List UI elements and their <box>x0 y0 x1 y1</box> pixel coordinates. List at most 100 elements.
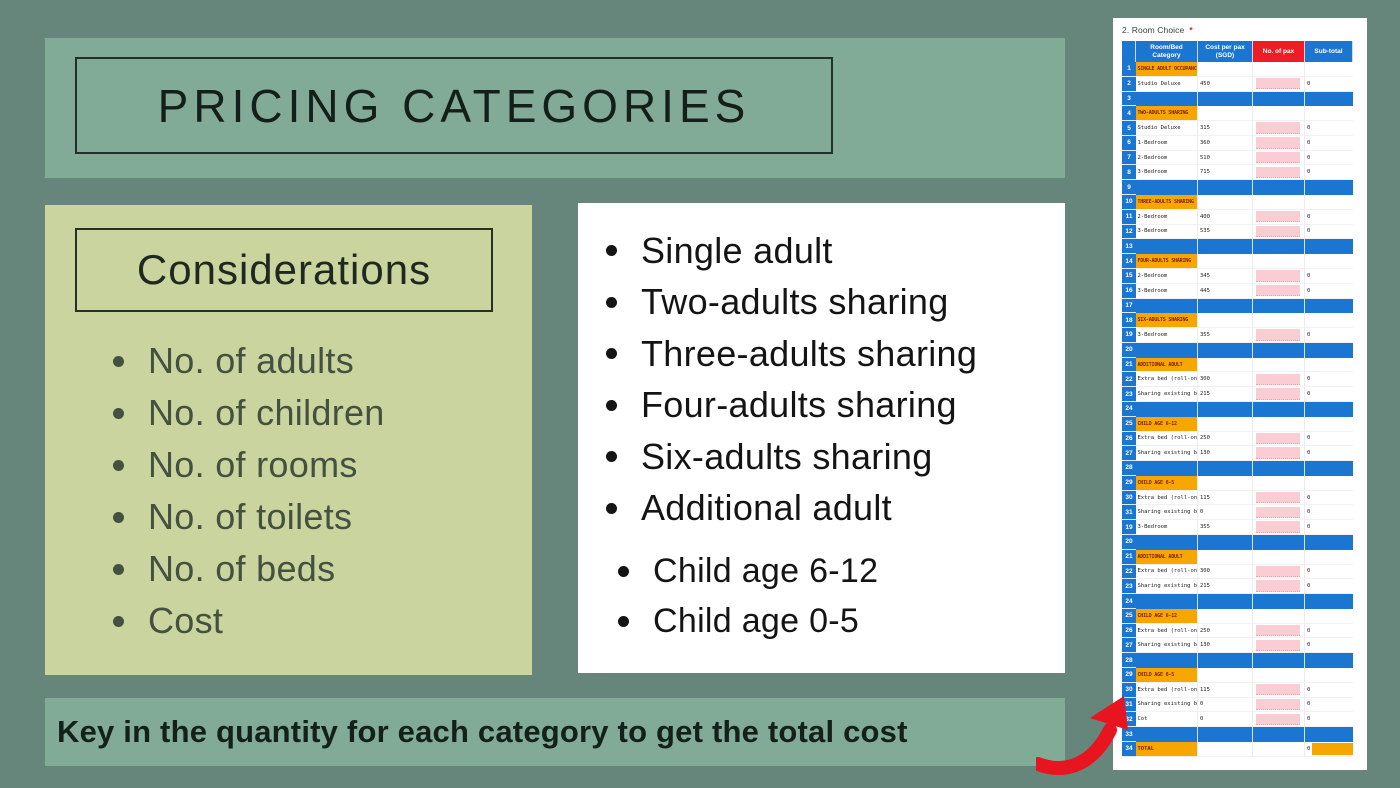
pax-quantity-input[interactable] <box>1256 137 1300 149</box>
section-header-cell: SIX-ADULTS SHARING <box>1136 313 1198 329</box>
pax-quantity-input[interactable] <box>1256 565 1300 578</box>
pax-quantity-input[interactable] <box>1256 77 1300 90</box>
footer-bar: Key in the quantity for each category to… <box>45 698 1065 766</box>
separator-cell <box>1136 180 1198 196</box>
separator-cell <box>1198 342 1253 358</box>
considerations-heading-box: Considerations <box>75 228 493 312</box>
row-number: 23 <box>1122 387 1136 402</box>
pax-quantity-input[interactable] <box>1256 624 1300 637</box>
section-header-cell: FOUR-ADULTS SHARING <box>1136 254 1198 269</box>
header-subtotal: Sub-total <box>1305 41 1353 62</box>
subtotal-cell: 0 <box>1305 638 1353 654</box>
pax-quantity-input[interactable] <box>1256 210 1300 223</box>
row-number: 12 <box>1122 224 1136 240</box>
subtotal-cell <box>1305 195 1353 210</box>
pax-cell <box>1253 579 1305 595</box>
pax-cell <box>1253 150 1305 166</box>
row-number: 11 <box>1122 209 1136 225</box>
pax-quantity-input[interactable] <box>1256 521 1300 533</box>
category-cell: 3-Bedroom <box>1136 328 1198 343</box>
pax-quantity-input[interactable] <box>1256 639 1300 652</box>
pax-quantity-input[interactable] <box>1256 284 1300 297</box>
pax-quantity-input[interactable] <box>1256 329 1300 341</box>
list-item-label: Cost <box>148 600 224 641</box>
category-cell: 3-Bedroom <box>1136 283 1198 299</box>
pax-cell <box>1253 165 1305 181</box>
category-cell: Extra bed (roll-on) <box>1136 431 1198 447</box>
title-panel: PRICING CATEGORIES <box>45 38 1065 178</box>
pax-cell <box>1253 668 1305 683</box>
category-cell: Sharing existing beds <box>1136 505 1198 521</box>
row-number: 22 <box>1122 564 1136 580</box>
cost-cell <box>1198 195 1253 210</box>
subtotal-cell <box>1305 476 1353 491</box>
table-row-25: 25 CHILD AGE 6-12 <box>1122 416 1355 432</box>
categories-list-primary: Single adult Two-adults sharing Three-ad… <box>606 225 1059 534</box>
list-item-label: No. of children <box>148 392 385 433</box>
cost-cell: 115 <box>1198 682 1253 698</box>
separator-cell <box>1136 401 1198 417</box>
pax-quantity-input[interactable] <box>1256 166 1300 179</box>
category-cell: 2-Bedroom <box>1136 268 1198 284</box>
list-item: No. of adults <box>113 335 522 387</box>
row-number: 8 <box>1122 165 1136 181</box>
separator-cell <box>1136 461 1198 476</box>
bullet-icon <box>618 565 629 577</box>
separator-cell <box>1305 535 1353 550</box>
subtotal-cell: 0 <box>1305 505 1353 521</box>
bullet-icon <box>113 615 124 627</box>
cost-cell: 300 <box>1198 372 1253 388</box>
list-item-label: No. of adults <box>148 340 355 381</box>
section-header-cell: ADDITIONAL ADULT <box>1136 549 1198 565</box>
separator-cell <box>1136 727 1198 742</box>
separator-cell <box>1305 342 1353 358</box>
row-number: 26 <box>1122 431 1136 447</box>
cost-cell: 250 <box>1198 623 1253 639</box>
row-number: 3 <box>1122 91 1136 107</box>
pax-quantity-input[interactable] <box>1256 506 1300 519</box>
separator-cell <box>1305 401 1353 417</box>
list-item: Cost <box>113 595 522 647</box>
separator-cell <box>1253 342 1305 358</box>
pax-quantity-input[interactable] <box>1256 151 1300 164</box>
pax-quantity-input[interactable] <box>1256 373 1300 386</box>
cost-cell: 300 <box>1198 564 1253 580</box>
pax-quantity-input[interactable] <box>1256 122 1300 134</box>
cost-cell: 315 <box>1198 121 1253 136</box>
pax-cell <box>1253 446 1305 462</box>
pax-cell <box>1253 623 1305 639</box>
pax-cell <box>1253 741 1305 757</box>
separator-cell <box>1253 594 1305 609</box>
pax-quantity-input[interactable] <box>1256 713 1300 726</box>
bullet-icon <box>618 615 629 627</box>
pax-quantity-input[interactable] <box>1256 432 1300 445</box>
bullet-icon <box>606 296 617 308</box>
table-row-21: 21 ADDITIONAL ADULT <box>1122 549 1355 565</box>
table-separator-row: 28 <box>1122 461 1355 476</box>
pax-quantity-input[interactable] <box>1256 580 1300 592</box>
row-number: 21 <box>1122 357 1136 373</box>
pax-quantity-input[interactable] <box>1256 698 1300 711</box>
pax-quantity-input[interactable] <box>1256 491 1300 504</box>
row-number: 31 <box>1122 697 1136 713</box>
cost-cell <box>1198 254 1253 269</box>
separator-cell <box>1253 727 1305 742</box>
pax-cell <box>1253 224 1305 240</box>
pax-quantity-input[interactable] <box>1256 447 1300 459</box>
pax-quantity-input[interactable] <box>1256 388 1300 400</box>
pax-quantity-input[interactable] <box>1256 270 1300 282</box>
subtotal-cell <box>1305 358 1353 373</box>
row-number: 31 <box>1122 505 1136 521</box>
separator-cell <box>1198 594 1253 609</box>
category-cell: Sharing existing beds <box>1136 638 1198 654</box>
row-number: 18 <box>1122 313 1136 329</box>
list-item-label: Additional adult <box>641 487 892 529</box>
pax-quantity-input[interactable] <box>1256 225 1300 238</box>
separator-cell <box>1253 653 1305 669</box>
pax-quantity-input[interactable] <box>1256 683 1300 696</box>
subtotal-cell: 0 <box>1305 624 1353 639</box>
row-number: 28 <box>1122 461 1136 476</box>
list-item: Three-adults sharing <box>606 328 1059 380</box>
pax-cell <box>1253 135 1305 151</box>
separator-cell <box>1198 180 1253 196</box>
